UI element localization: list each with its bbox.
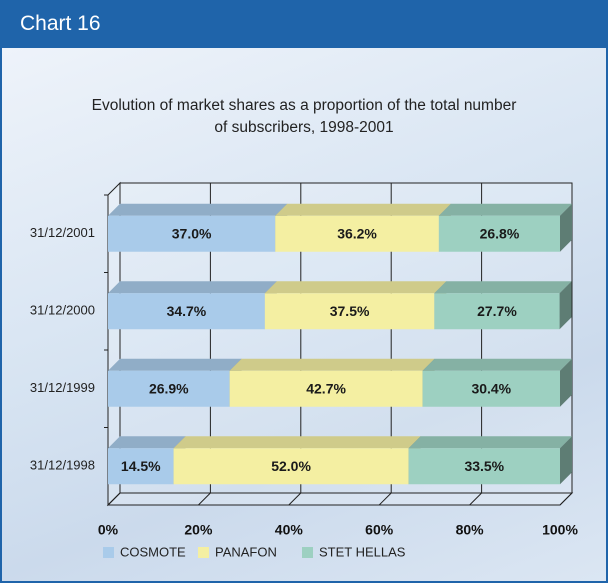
bar-top — [174, 436, 421, 448]
bar-top — [108, 204, 287, 216]
chart: 0% 20% 40% 60% 80% 100% 31/12/2001 37.0% 36.2% 26… — [0, 0, 608, 583]
y-tick-label: 31/12/2001 — [30, 225, 95, 240]
value-label: 26.8% — [480, 225, 520, 241]
bar-top — [423, 359, 572, 371]
bar-top — [108, 436, 186, 448]
value-label: 26.9% — [149, 380, 189, 396]
x-tick-label: 80% — [456, 522, 485, 538]
x-tick-label: 0% — [98, 522, 119, 538]
floor — [108, 493, 572, 505]
y-tick-label: 31/12/1998 — [30, 458, 95, 473]
value-label: 42.7% — [306, 380, 346, 396]
value-label: 36.2% — [337, 225, 377, 241]
value-label: 52.0% — [271, 458, 311, 474]
x-tick-label: 60% — [365, 522, 394, 538]
x-tick-label: 40% — [275, 522, 304, 538]
bar-top — [409, 436, 572, 448]
y-tick-label: 31/12/2000 — [30, 303, 95, 318]
page: Chart 16 Evolution of market shares as a… — [0, 0, 608, 583]
value-label: 27.7% — [477, 303, 517, 319]
bar-top — [439, 204, 572, 216]
legend-swatch — [103, 547, 114, 558]
value-label: 37.0% — [172, 225, 212, 241]
legend-label: COSMOTE — [120, 544, 186, 559]
value-label: 37.5% — [330, 303, 370, 319]
legend-label: PANAFON — [215, 544, 277, 559]
value-label: 34.7% — [167, 303, 207, 319]
x-tick-label: 20% — [184, 522, 213, 538]
y-tick-label: 31/12/1999 — [30, 380, 95, 395]
bar-top — [265, 281, 447, 293]
value-label: 14.5% — [121, 458, 161, 474]
bar-top — [434, 281, 571, 293]
bar-top — [275, 204, 451, 216]
value-label: 33.5% — [464, 458, 504, 474]
bar-top — [108, 359, 242, 371]
legend-swatch — [302, 547, 313, 558]
x-tick-label: 100% — [542, 522, 578, 538]
legend-swatch — [198, 547, 209, 558]
bar-top — [230, 359, 435, 371]
legend-label: STET HELLAS — [319, 544, 406, 559]
value-label: 30.4% — [471, 380, 511, 396]
bar-top — [108, 281, 277, 293]
